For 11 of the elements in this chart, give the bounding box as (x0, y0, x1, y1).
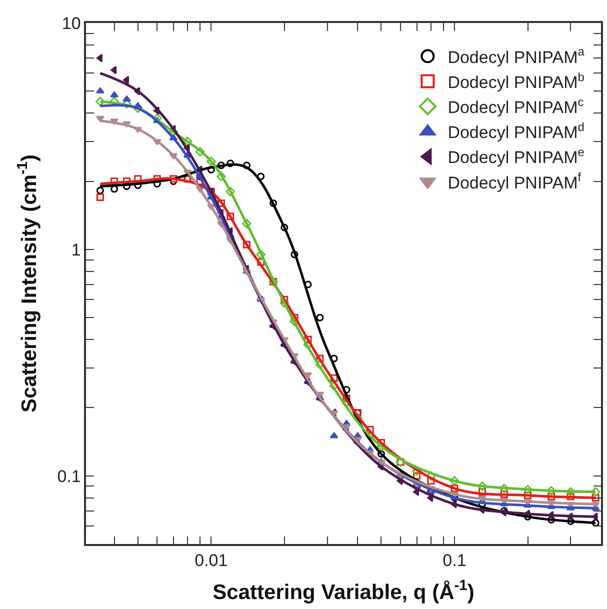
y-tick-label: 0.1 (57, 466, 81, 486)
legend-label: Dodecyl PNIPAM$^{e}$ (448, 145, 585, 168)
legend-label: Dodecyl PNIPAM$^{f}$ (448, 170, 582, 192)
legend-label: Dodecyl PNIPAM$^{d}$ (448, 120, 584, 142)
legend-label: Dodecyl PNIPAM$^{b}$ (448, 70, 585, 92)
y-tick-label: 10 (62, 14, 81, 33)
x-axis-title: Scattering Variable, q (Å$^{-1}$) (212, 578, 474, 604)
legend-label: Dodecyl PNIPAM$^{a}$ (448, 44, 585, 67)
y-tick-label: 1 (71, 240, 81, 260)
legend-label: Dodecyl PNIPAM$^{c}$ (448, 94, 584, 118)
x-tick-label: 0.01 (194, 551, 228, 570)
